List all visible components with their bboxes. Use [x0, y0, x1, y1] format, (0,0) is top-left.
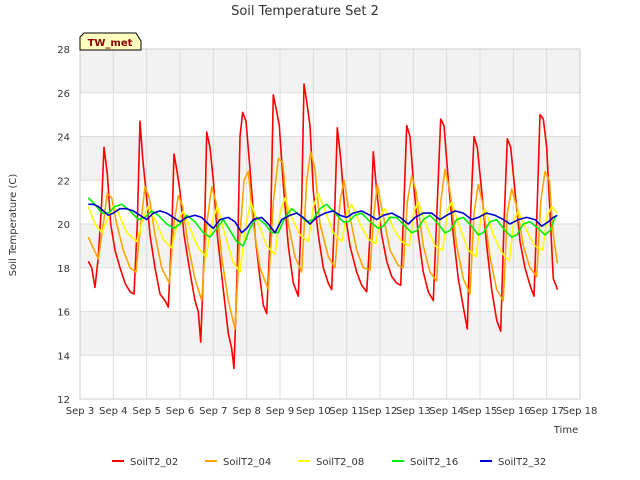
plot-band	[80, 311, 580, 356]
x-tick-label: Sep 3	[66, 406, 94, 417]
series-line-soilt2-32	[88, 203, 558, 234]
x-tick-label: Sep 14	[429, 406, 464, 417]
y-axis-label: Soil Temperature (C)	[8, 174, 19, 277]
x-tick-label: Sep 4	[99, 406, 127, 417]
x-axis-label: Time	[553, 425, 578, 436]
y-tick-label: 28	[57, 45, 70, 56]
legend-label: SoilT2_08	[316, 457, 364, 468]
x-tick-label: Sep 7	[199, 406, 227, 417]
x-tick-label: Sep 18	[563, 406, 598, 417]
x-tick-label: Sep 15	[463, 406, 498, 417]
legend-label: SoilT2_32	[498, 457, 546, 468]
series-line-soilt2-08	[87, 192, 558, 273]
x-tick-label: Sep 13	[396, 406, 431, 417]
y-tick-labels: 12 14 16 18 20 22 24 26 28	[57, 45, 70, 406]
y-tick-label: 14	[57, 351, 70, 362]
chart-title: Soil Temperature Set 2	[231, 4, 379, 19]
plot-band	[80, 355, 580, 399]
y-tick-label: 12	[57, 395, 70, 406]
plot-band	[80, 92, 580, 137]
x-tick-label: Sep 8	[232, 406, 260, 417]
plot-frame	[79, 48, 581, 400]
x-tick-label: Sep 17	[529, 406, 564, 417]
x-tick-label: Sep 16	[496, 406, 531, 417]
x-tick-label: Sep 11	[329, 406, 364, 417]
legend-label: SoilT2_16	[410, 457, 458, 468]
x-tick-label: Sep 10	[296, 406, 331, 417]
annotation-text: TW_met	[88, 38, 133, 49]
annotation-tag-shape	[79, 32, 142, 51]
site-annotation: TW_met	[79, 32, 142, 51]
series-line-soilt2-16	[87, 197, 558, 247]
y-tick-label: 18	[57, 264, 70, 275]
series-layer	[87, 83, 559, 370]
y-tick-label: 20	[57, 220, 70, 231]
y-tick-label: 26	[57, 89, 70, 100]
series-line-soilt2-04	[87, 151, 559, 330]
legend-label: SoilT2_02	[130, 457, 178, 468]
legend: SoilT2_02 SoilT2_04 SoilT2_08 SoilT2_16 Soil…	[112, 457, 546, 468]
y-tick-label: 24	[57, 133, 70, 144]
x-tick-label: Sep 6	[166, 406, 194, 417]
plot-band	[80, 49, 580, 93]
x-tick-label: Sep 5	[132, 406, 160, 417]
x-tick-label: Sep 12	[363, 406, 398, 417]
y-tick-label: 16	[57, 308, 70, 319]
x-tick-labels: Sep 3 Sep 4 Sep 5 Sep 6 Sep 7 Sep 8 Sep 9 Sep 1…	[66, 406, 598, 417]
legend-label: SoilT2_04	[223, 457, 271, 468]
y-tick-label: 22	[57, 176, 70, 187]
x-tick-label: Sep 9	[266, 406, 294, 417]
plot-band	[80, 136, 580, 181]
